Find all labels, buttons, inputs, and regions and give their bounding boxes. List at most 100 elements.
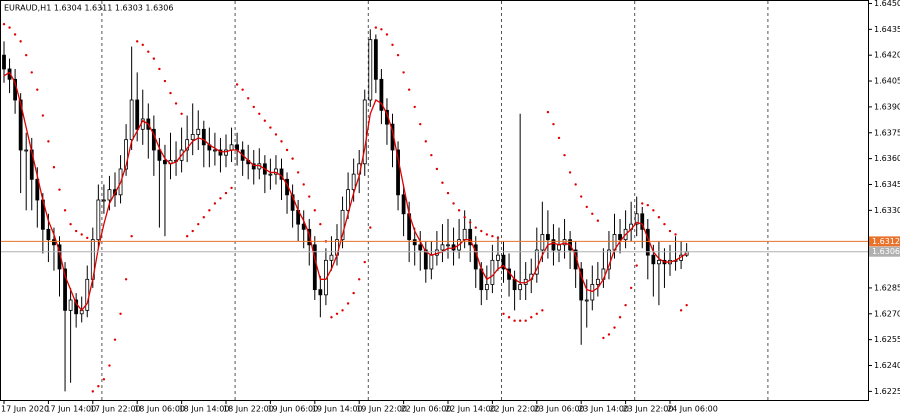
candle-body: [462, 228, 467, 241]
candle-body: [218, 149, 223, 156]
parabolic-sar: [136, 40, 139, 43]
parabolic-sar: [202, 216, 205, 219]
parabolic-sar: [596, 219, 600, 222]
candle-body: [124, 139, 128, 170]
parabolic-sar: [513, 319, 516, 322]
parabolic-sar: [258, 112, 261, 115]
candle-body: [157, 149, 162, 161]
parabolic-sar: [541, 309, 544, 312]
candle-body: [129, 99, 134, 141]
parabolic-sar: [518, 319, 522, 322]
parabolic-sar: [291, 157, 294, 160]
candle-body: [190, 134, 195, 141]
x-tick-label: 23 Jun 22:00: [623, 405, 674, 414]
parabolic-sar: [374, 26, 378, 29]
candle-body: [135, 99, 140, 130]
y-tick-label: 1.6255: [874, 335, 900, 344]
parabolic-sar: [358, 278, 361, 281]
parabolic-sar: [285, 148, 289, 152]
parabolic-sar: [552, 122, 555, 126]
candle-body: [557, 244, 561, 251]
candle-body: [534, 249, 539, 275]
parabolic-sar: [91, 390, 95, 393]
x-tick-label: 19 Jun 14:00: [312, 405, 363, 414]
y-tick-label: 1.6285: [874, 283, 900, 292]
y-tick-label: 1.6270: [874, 309, 900, 318]
parabolic-sar: [646, 203, 649, 207]
candle-body: [163, 159, 167, 165]
parabolic-sar: [474, 226, 477, 229]
candle-body: [251, 163, 256, 170]
candle-body: [102, 199, 106, 202]
parabolic-sar: [252, 105, 255, 109]
candle-body: [279, 168, 284, 180]
parabolic-sar: [341, 309, 344, 312]
parabolic-sar: [502, 312, 505, 315]
parabolic-sar: [213, 202, 217, 205]
parabolic-sar: [385, 33, 389, 36]
price-label-box: [869, 246, 900, 257]
parabolic-sar: [308, 195, 311, 198]
candle-body: [340, 209, 345, 241]
parabolic-sar: [41, 114, 45, 117]
parabolic-sar: [335, 312, 339, 315]
candle-body: [235, 144, 240, 151]
parabolic-sar: [674, 233, 677, 236]
parabolic-sar: [657, 216, 661, 219]
parabolic-sar: [369, 226, 372, 229]
candle-body: [640, 213, 645, 230]
candle-body: [2, 54, 6, 70]
y-tick-label: 1.6390: [874, 102, 900, 111]
parabolic-sar: [618, 316, 622, 319]
parabolic-sar: [352, 291, 355, 295]
parabolic-sar: [208, 209, 211, 212]
candle-body: [562, 239, 567, 246]
parabolic-sar: [280, 140, 283, 143]
parabolic-sar: [86, 236, 89, 240]
y-tick-label: 1.6225: [874, 387, 900, 396]
candle-body: [68, 299, 73, 311]
parabolic-sar: [130, 235, 133, 238]
candle-body: [584, 299, 589, 302]
candle-body: [318, 289, 323, 296]
parabolic-sar: [185, 235, 189, 238]
parabolic-sar: [396, 53, 400, 57]
candle-body: [96, 199, 101, 241]
parabolic-sar: [624, 303, 627, 307]
parabolic-sar: [25, 53, 28, 57]
parabolic-sar: [13, 33, 17, 36]
y-tick-label: 1.6420: [874, 51, 900, 60]
y-tick-label: 1.6375: [874, 128, 900, 137]
candle-body: [440, 244, 445, 251]
parabolic-sar: [330, 316, 333, 319]
parabolic-sar: [230, 186, 233, 190]
parabolic-sar: [119, 312, 122, 315]
parabolic-sar: [430, 153, 433, 157]
candle-body: [362, 99, 367, 165]
parabolic-sar: [247, 97, 250, 100]
parabolic-sar: [607, 333, 611, 336]
candle-body: [346, 189, 351, 211]
parabolic-sar: [424, 140, 427, 143]
parabolic-sar: [241, 88, 244, 91]
parabolic-sar: [113, 338, 117, 341]
parabolic-sar: [191, 229, 194, 233]
candle-body: [484, 284, 489, 291]
candle-body: [224, 149, 228, 156]
parabolic-sar: [485, 233, 489, 236]
x-tick-label: 19 Jun 06:00: [267, 405, 318, 414]
candle-body: [418, 244, 423, 251]
parabolic-sar: [391, 43, 394, 47]
parabolic-sar: [346, 302, 350, 305]
parabolic-sar: [452, 202, 455, 205]
candle-body: [401, 194, 406, 215]
parabolic-sar: [402, 71, 405, 74]
parabolic-sar: [19, 40, 22, 43]
parabolic-sar: [530, 316, 533, 319]
y-tick-label: 1.6435: [874, 25, 900, 34]
candle-body: [24, 149, 29, 152]
parabolic-sar: [469, 221, 472, 224]
parabolic-sar: [274, 133, 278, 136]
candle-body: [201, 128, 206, 146]
